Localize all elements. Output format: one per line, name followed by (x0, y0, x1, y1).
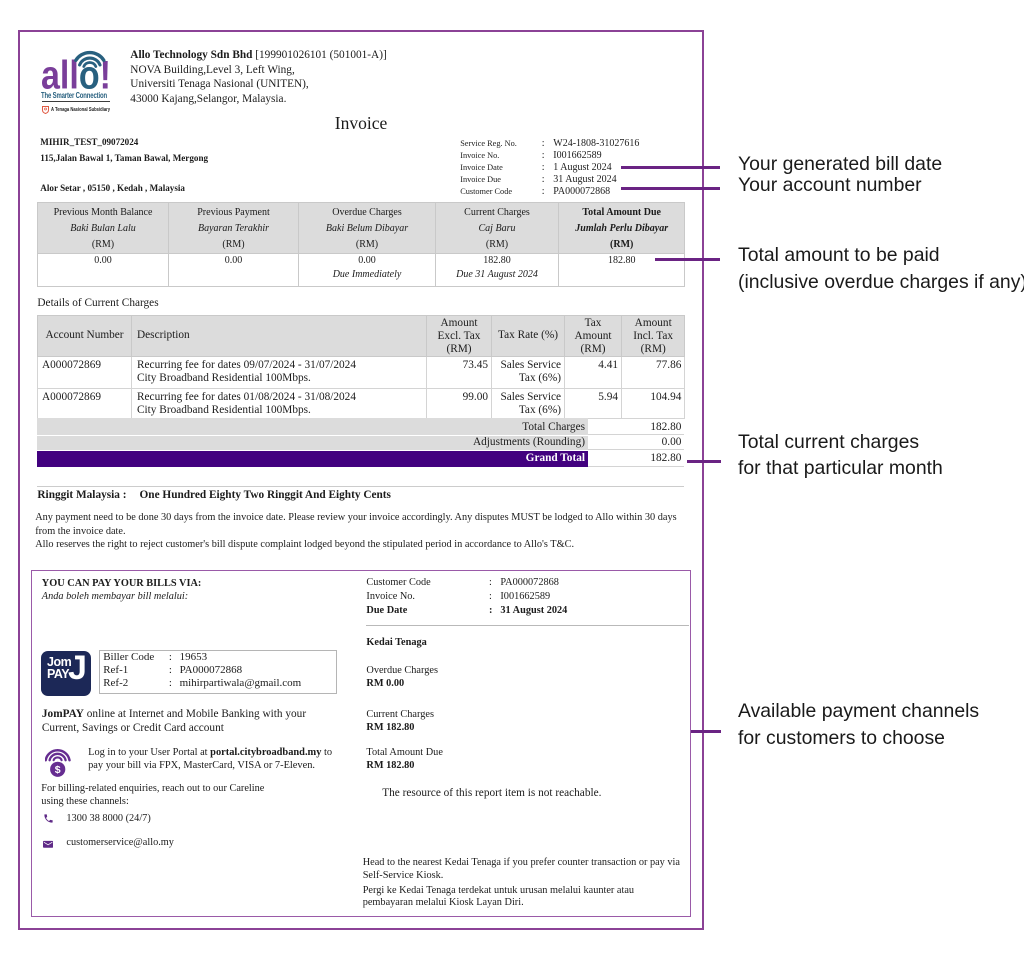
svg-text:$: $ (55, 764, 61, 776)
